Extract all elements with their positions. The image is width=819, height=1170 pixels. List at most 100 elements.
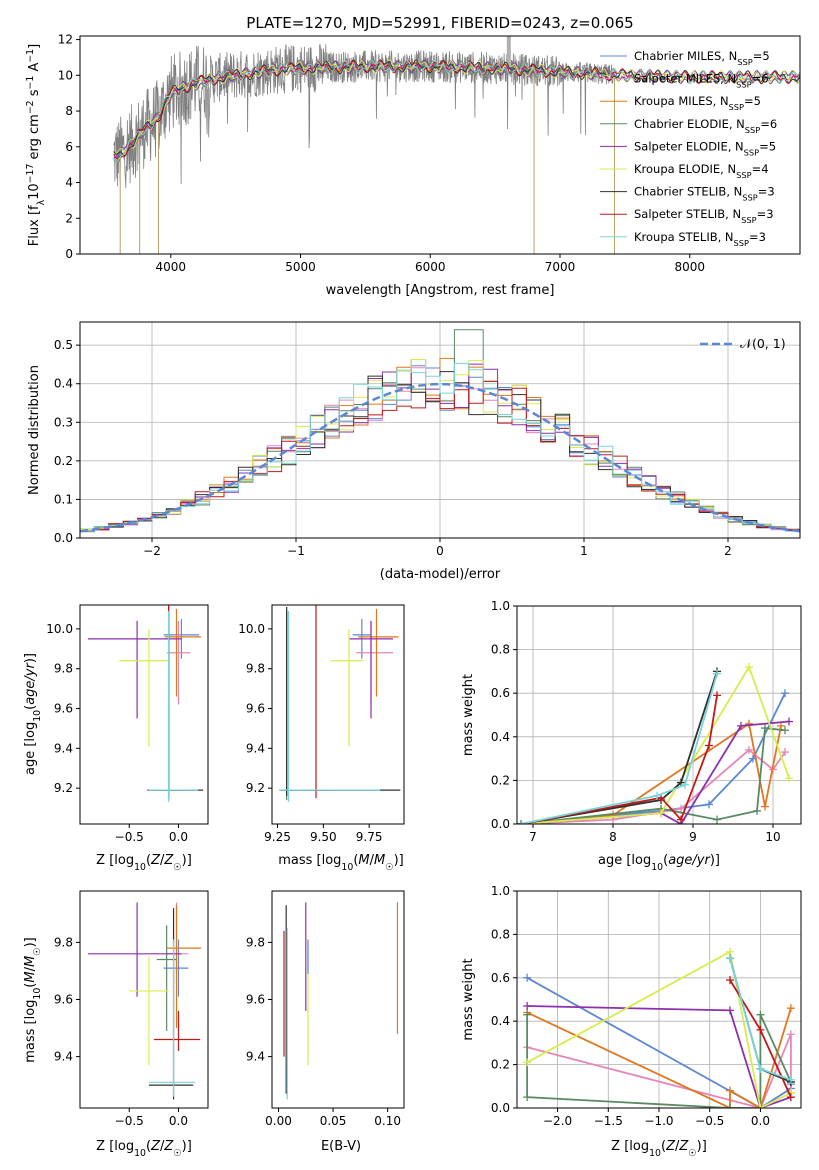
y-tick-label: 9.8 (54, 935, 73, 949)
plot-area (283, 902, 399, 1100)
y-tick-label: 10 (58, 68, 73, 82)
y-tick-label: 0.2 (491, 1058, 510, 1072)
weight-line (520, 748, 786, 824)
y-tick-label: 9.4 (246, 741, 265, 755)
y-tick-label: 0.6 (491, 971, 510, 985)
y-tick-label: 9.4 (246, 1050, 265, 1064)
x-tick-label: −2.0 (543, 1114, 572, 1128)
y-tick-label: 0.3 (54, 415, 73, 429)
spectrum-legend: Chabrier MILES, NSSP=5 Salpeter MILES, NS… (600, 49, 777, 248)
x-tick-label: −1.5 (594, 1114, 623, 1128)
data-spectrum-line (113, 44, 615, 189)
gaussian-curve (80, 382, 800, 533)
y-tick-label: 10.0 (46, 622, 73, 636)
weight-marker (745, 663, 753, 672)
y-tick-label: 9.8 (54, 662, 73, 676)
y-axis-label: Flux [fλ10−17 erg cm−2 s−1 A−1] (25, 44, 47, 246)
x-axis-label: Z [log10(Z/Z☉)] (611, 1139, 707, 1159)
plot-area (279, 605, 401, 803)
weight-line (520, 692, 786, 824)
model-line (113, 59, 800, 159)
x-tick-label: 4000 (156, 260, 187, 274)
weight-marker (745, 719, 753, 728)
y-tick-label: 9.4 (54, 741, 73, 755)
weight-marker (681, 780, 689, 789)
weight-marker (705, 800, 713, 809)
y-tick-label: 9.8 (246, 935, 265, 949)
weight-marker (785, 717, 793, 726)
x-tick-label: −0.5 (115, 830, 144, 844)
weight-line (526, 1033, 792, 1108)
x-tick-label: 5000 (285, 260, 316, 274)
weight-line (520, 673, 718, 824)
weight-marker (523, 1010, 532, 1019)
x-tick-label: 0 (436, 544, 444, 558)
legend-label: Chabrier STELIB, NSSP=3 (634, 185, 775, 203)
x-tick-label: 0.0 (169, 1114, 188, 1128)
emission-line (506, 36, 511, 67)
axes-frame (516, 605, 802, 825)
x-tick-label: 7000 (545, 260, 576, 274)
panel-mass_vs_EBV: 0.00 0.05 0.10 9.4 9.6 9.8 E(B-V) (246, 890, 405, 1154)
axes-frame (271, 604, 405, 825)
x-tick-label: 8000 (674, 260, 705, 274)
weight-marker (523, 973, 532, 982)
y-tick-label: 10.0 (238, 622, 265, 636)
x-tick-label: −0.5 (695, 1114, 724, 1128)
x-axis-label: Z [log10(Z/Z☉)] (96, 853, 192, 873)
legend-label: Salpeter MILES, NSSP=6 (634, 72, 769, 90)
x-tick-label: −2 (143, 544, 161, 558)
weight-marker (786, 1075, 795, 1084)
weight-marker (726, 1006, 734, 1015)
weight-marker (726, 1086, 734, 1095)
weight-marker (777, 721, 785, 730)
x-tick-label: 0.05 (320, 1114, 347, 1128)
legend-label: Chabrier MILES, NSSP=5 (634, 49, 770, 67)
y-tick-label: 9.2 (246, 781, 265, 795)
y-tick-label: 0.0 (491, 817, 510, 831)
y-tick-label: 9.6 (54, 993, 73, 1007)
weight-line (520, 727, 786, 824)
plot-area (523, 947, 795, 1108)
x-axis-label: Z [log10(Z/Z☉)] (96, 1139, 192, 1159)
x-tick-label: −1 (287, 544, 305, 558)
weight-marker (781, 689, 789, 698)
weight-marker (713, 691, 721, 700)
y-tick-label: 2 (65, 211, 73, 225)
legend-label: Chabrier ELODIE, NSSP=6 (634, 117, 777, 135)
plot-area (113, 36, 800, 254)
weight-marker (737, 721, 745, 730)
weight-line (520, 671, 718, 824)
x-axis-label: wavelength [Angstrom, rest frame] (326, 283, 555, 298)
model-line (113, 59, 800, 159)
y-tick-label: 0.2 (491, 773, 510, 787)
panel-weight_vs_Z: −2.0 −1.5 −1.0 −0.5 0.0 0.0 0.2 0.4 0.6 0.8 1.0 mas… (461, 884, 802, 1159)
x-tick-label: 0.0 (169, 830, 188, 844)
y-tick-label: 0.4 (491, 1014, 510, 1028)
x-tick-label: 0.10 (374, 1114, 401, 1128)
x-axis-label: (data-model)/error (380, 567, 501, 582)
x-tick-label: −0.5 (115, 1114, 144, 1128)
x-axis-label: mass [log10(M/M☉)] (278, 853, 404, 873)
x-tick-label: 9.50 (310, 830, 337, 844)
weight-marker (756, 1104, 765, 1108)
plot-area (517, 663, 793, 824)
y-axis-label: mass [log10(M/M☉)] (23, 937, 43, 1063)
axes-frame (271, 890, 405, 1109)
y-axis-label: mass weight (461, 674, 476, 756)
weight-marker (609, 811, 617, 820)
y-tick-label: 9.6 (54, 702, 73, 716)
axes-frame (79, 35, 801, 255)
model-line (113, 59, 800, 163)
legend-label: Kroupa STELIB, NSSP=3 (634, 230, 766, 248)
y-tick-label: 12 (58, 33, 73, 47)
panel-mass_vs_Z: −0.5 0.0 9.4 9.6 9.8 Z [log10(Z/Z☉)] mass [log… (23, 890, 209, 1159)
weight-marker (517, 820, 525, 824)
panel-age_vs_Z: −0.5 0.0 9.2 9.4 9.6 9.8 10.0 Z [log10(Z/Z☉)] ag… (23, 604, 209, 873)
weight-marker (726, 975, 734, 984)
histogram-step (80, 362, 800, 532)
weight-marker (523, 1093, 532, 1102)
weight-marker (657, 809, 665, 818)
panel-residuals: −2 −1 0 1 2 0.0 0.1 0.2 0.3 0.4 0.5 𝒩(0, 1) (data-mo… (27, 321, 801, 582)
weight-marker (756, 1064, 765, 1073)
